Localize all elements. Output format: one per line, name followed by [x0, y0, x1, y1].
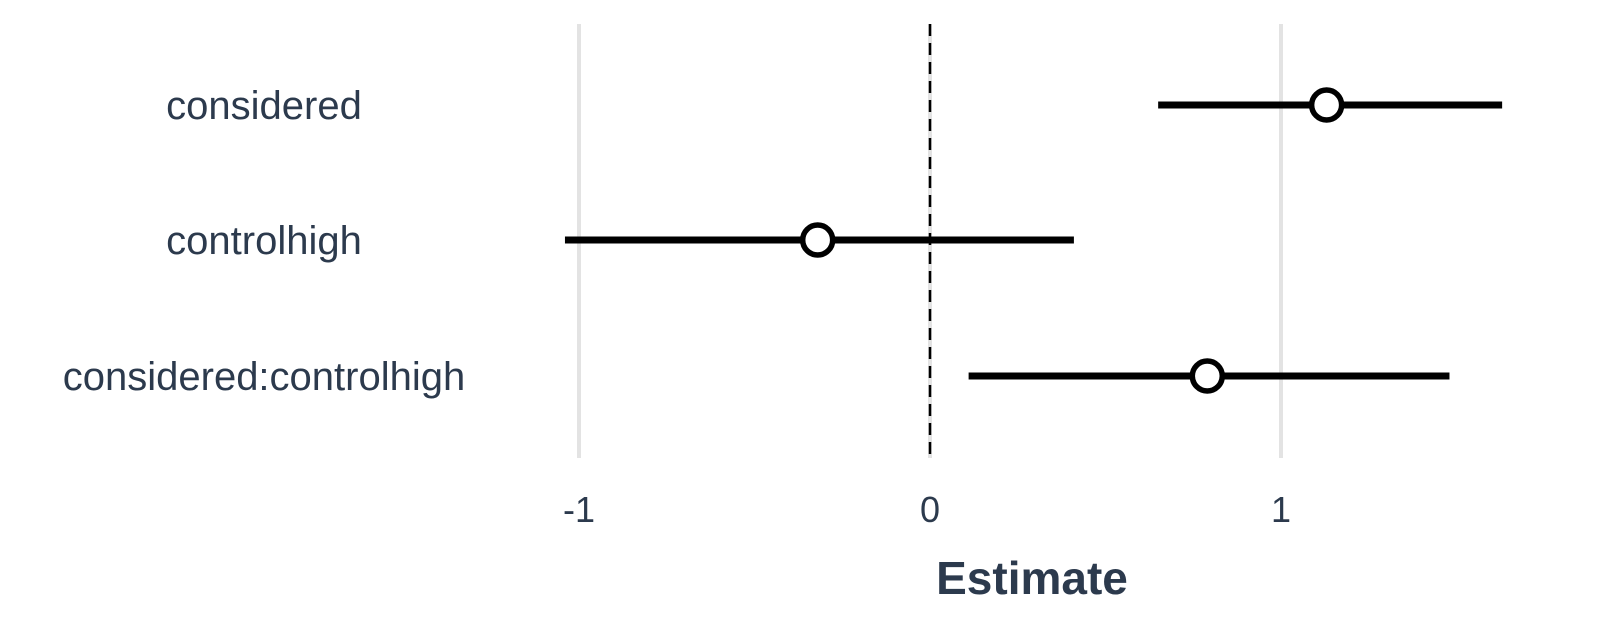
- point-estimate-1: [799, 222, 836, 258]
- marks-layer: [564, 87, 1503, 394]
- term-label-1: controlhigh: [166, 219, 362, 263]
- x-axis-title: Estimate: [936, 552, 1128, 604]
- x-tick-label-2: 1: [1271, 489, 1291, 530]
- point-estimate-0: [1308, 87, 1345, 123]
- term-label-0: considered: [166, 84, 362, 128]
- point-estimate-2: [1189, 358, 1226, 394]
- term-label-2: considered:controlhigh: [63, 355, 465, 399]
- x-tick-label-0: -1: [563, 489, 595, 530]
- x-tick-label-1: 0: [920, 489, 940, 530]
- labels-layer: -1 0 1 considered controlhigh considered:cont…: [63, 84, 1291, 530]
